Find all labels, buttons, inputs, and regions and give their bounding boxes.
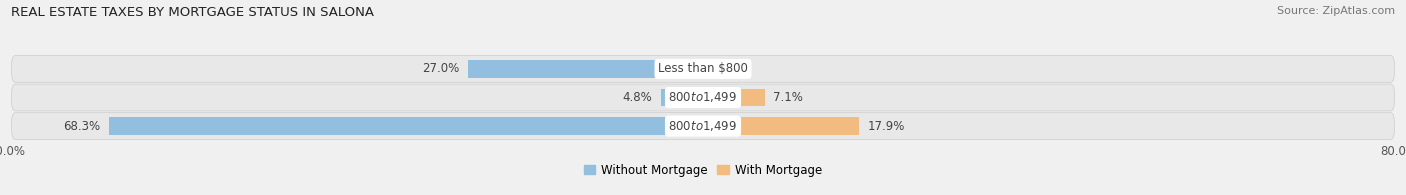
FancyBboxPatch shape — [11, 113, 1395, 140]
Bar — [468, 60, 703, 78]
Text: Less than $800: Less than $800 — [658, 62, 748, 75]
Text: 4.8%: 4.8% — [623, 91, 652, 104]
Text: 27.0%: 27.0% — [422, 62, 460, 75]
Bar — [108, 117, 703, 135]
Bar — [661, 89, 703, 106]
Legend: Without Mortgage, With Mortgage: Without Mortgage, With Mortgage — [579, 159, 827, 182]
Text: Source: ZipAtlas.com: Source: ZipAtlas.com — [1277, 6, 1395, 16]
Text: 17.9%: 17.9% — [868, 120, 905, 133]
FancyBboxPatch shape — [11, 55, 1395, 82]
Text: $800 to $1,499: $800 to $1,499 — [668, 119, 738, 133]
Text: 68.3%: 68.3% — [63, 120, 100, 133]
Text: 0.0%: 0.0% — [711, 62, 741, 75]
Text: REAL ESTATE TAXES BY MORTGAGE STATUS IN SALONA: REAL ESTATE TAXES BY MORTGAGE STATUS IN … — [11, 6, 374, 19]
Bar — [703, 89, 765, 106]
FancyBboxPatch shape — [11, 84, 1395, 111]
Text: 7.1%: 7.1% — [773, 91, 803, 104]
Text: $800 to $1,499: $800 to $1,499 — [668, 90, 738, 105]
Bar — [703, 117, 859, 135]
